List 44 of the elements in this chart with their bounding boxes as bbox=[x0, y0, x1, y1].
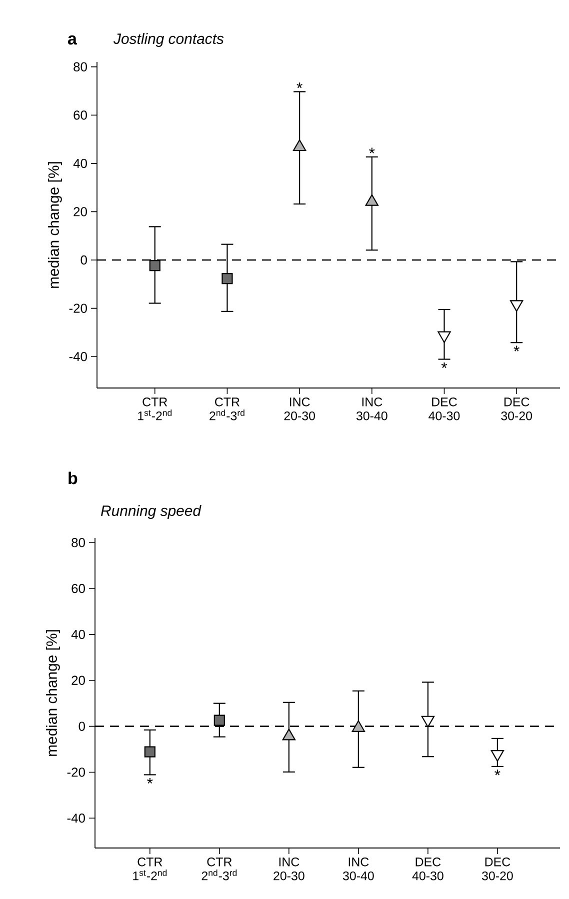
annotation: * bbox=[514, 346, 520, 352]
x-tick-label: DEC 30-20 bbox=[482, 858, 513, 880]
chart-subtitle: Running speed bbox=[100, 505, 202, 519]
y-axis-title: median change [%] bbox=[48, 162, 62, 288]
chart-title: a bbox=[68, 35, 78, 45]
y-tick-label: 80 bbox=[72, 538, 85, 548]
x-tick-label: CTR 2$^{nd}$-3$^{rd}$ bbox=[210, 398, 244, 420]
x-tick-label: CTR 1$^{st}$-2$^{nd}$ bbox=[138, 398, 172, 420]
x-tick-label: INC 30-40 bbox=[342, 858, 374, 880]
y-tick-label: 40 bbox=[71, 630, 85, 640]
x-tick-label: DEC 30-20 bbox=[501, 398, 532, 420]
point bbox=[365, 194, 379, 206]
annotation: * bbox=[369, 148, 375, 154]
point bbox=[510, 300, 524, 312]
y-tick-label: 20 bbox=[74, 207, 87, 216]
x-tick-label: DEC 40-30 bbox=[412, 858, 444, 880]
chart-title: b bbox=[68, 472, 78, 484]
y-tick-label: 0 bbox=[78, 722, 85, 731]
point bbox=[292, 139, 306, 152]
x-tick-label: CTR 1$^{st}$-2$^{nd}$ bbox=[133, 858, 167, 880]
annotation: * bbox=[147, 778, 153, 784]
x-tick-label: DEC 40-30 bbox=[428, 398, 460, 420]
point bbox=[438, 331, 451, 343]
x-tick-label: INC 30-40 bbox=[356, 398, 388, 420]
y-axis-title: median change [%] bbox=[46, 630, 60, 756]
y-tick-label: 20 bbox=[72, 676, 85, 685]
x-tick-label: CTR 2$^{nd}$-3$^{rd}$ bbox=[202, 858, 237, 880]
y-tick-label: -40 bbox=[67, 814, 85, 823]
y-tick-label: 0 bbox=[80, 255, 87, 265]
y-tick-label: 40 bbox=[73, 158, 87, 168]
x-tick-label: INC 20-30 bbox=[284, 398, 315, 420]
y-tick-label: -20 bbox=[69, 304, 87, 313]
annotation: * bbox=[296, 82, 302, 88]
y-tick-label: 60 bbox=[72, 584, 85, 594]
x-tick-label: INC 20-30 bbox=[274, 858, 304, 880]
annotation: * bbox=[494, 770, 500, 776]
y-tick-label: -40 bbox=[69, 352, 87, 362]
y-tick-label: 80 bbox=[74, 62, 87, 72]
point bbox=[222, 273, 233, 284]
annotation: * bbox=[441, 362, 448, 368]
y-tick-label: -20 bbox=[67, 768, 85, 777]
chart-subtitle: Jostling contacts bbox=[113, 33, 224, 47]
point bbox=[149, 260, 160, 272]
y-tick-label: 60 bbox=[74, 110, 87, 120]
